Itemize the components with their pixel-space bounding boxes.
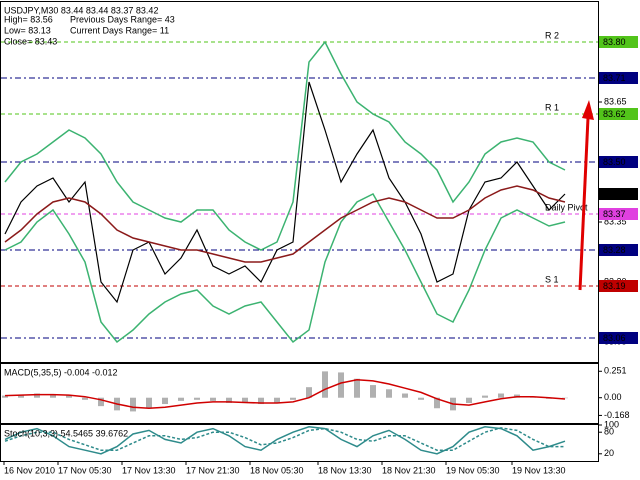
price-tag-label: 83.50 (603, 157, 626, 167)
price-tag (599, 156, 638, 168)
x-tick-label: 18 Nov 05:30 (250, 465, 304, 475)
histogram-bar (50, 394, 56, 398)
y-tick-label: 100 (604, 419, 619, 429)
x-tick-label: 18 Nov 21:30 (382, 465, 436, 475)
histogram-bar (2, 395, 8, 398)
histogram-bar (226, 397, 232, 403)
price-tag-label: 83.19 (603, 281, 626, 291)
main-panel-border (0, 1, 599, 363)
level-label: R 1 (545, 102, 559, 112)
histogram-bar (162, 397, 168, 405)
arrow-head (582, 100, 594, 120)
y-tick-label: 83.35 (604, 216, 627, 226)
y-tick-label: 20 (604, 448, 614, 458)
histogram-bar (194, 397, 200, 400)
price-tag (599, 208, 638, 220)
level-label: S 1 (545, 274, 559, 284)
histogram-bar (258, 397, 264, 405)
panel-title: MACD(5,35,5) -0.004 -0.012 (4, 367, 118, 377)
x-tick-label: 19 Nov 05:30 (446, 465, 500, 475)
price-tag-label: 83.37 (603, 209, 626, 219)
histogram-bar (242, 397, 248, 403)
price-tag-label: 83.28 (603, 245, 626, 255)
histogram-bar (98, 397, 104, 407)
level-label: Daily Pivot (545, 202, 588, 212)
price-tag (599, 332, 638, 344)
histogram-bar (402, 393, 408, 398)
level-label: R 2 (545, 30, 559, 40)
info-text: Previous Days Range= 43 (70, 14, 175, 24)
info-text: High= 83.56 (4, 14, 53, 24)
y-tick-label: 80 (604, 427, 614, 437)
series-line (4, 379, 566, 410)
histogram-bar (562, 397, 568, 399)
price-tag (599, 36, 638, 48)
histogram-bar (66, 395, 72, 398)
y-tick-label: 0.00 (604, 392, 622, 402)
series-line (4, 193, 566, 344)
series-line (4, 426, 566, 455)
histogram-bar (82, 397, 88, 400)
panel-title: USDJPY,M30 83.44 83.44 83.37 83.42 (4, 5, 158, 15)
x-tick-label: 17 Nov 05:30 (58, 465, 112, 475)
info-text: Low= 83.13 (4, 25, 51, 35)
info-text: Close= 83.43 (4, 36, 57, 46)
arrow-shaft (578, 117, 590, 291)
histogram-bar (274, 397, 280, 403)
plot-area: R 2 R 1 Daily Pivot S 1 83.80 83.65 83.50 83.35… (1, 5, 638, 475)
y-tick-label: -0.168 (604, 410, 630, 420)
price-tag-label: 83.71 (603, 73, 626, 83)
histogram-bar (178, 397, 184, 401)
histogram-bar (210, 397, 216, 401)
price-tag (599, 280, 638, 292)
x-tick-label: 17 Nov 13:30 (122, 465, 176, 475)
histogram-bar (338, 372, 344, 398)
panel-title: Stoch(10,3,3) 54.5465 39.6762 (4, 428, 128, 438)
price-tag (599, 108, 638, 120)
y-tick-label: 0.251 (604, 366, 627, 376)
x-tick-label: 16 Nov 2010 (4, 465, 55, 475)
series-line (4, 40, 566, 251)
histogram-bar (306, 387, 312, 398)
price-tag (599, 188, 638, 200)
histogram-bar (354, 378, 360, 398)
price-tag (599, 244, 638, 256)
histogram-bar (290, 397, 296, 400)
macd-panel-border (0, 363, 599, 424)
x-tick-label: 17 Nov 21:30 (186, 465, 240, 475)
histogram-bar (498, 393, 504, 398)
price-tag-label: 83.62 (603, 109, 626, 119)
histogram-bar (146, 397, 152, 409)
histogram-bar (34, 393, 40, 398)
price-tag-label: 83.42 (603, 189, 626, 199)
series-line (4, 81, 566, 304)
histogram-bar (386, 389, 392, 398)
series-line (4, 427, 565, 451)
histogram-bar (434, 397, 440, 409)
series-line (4, 185, 566, 263)
histogram-bar (370, 385, 376, 398)
price-tag (599, 72, 638, 84)
histogram-bar (482, 395, 488, 398)
price-tag-label: 83.80 (603, 37, 626, 47)
histogram-bar (322, 371, 328, 398)
histogram-bar (130, 397, 136, 412)
stoch-panel-border (0, 424, 599, 462)
histogram-bar (466, 397, 472, 403)
y-tick-label: 83.65 (604, 96, 627, 106)
x-tick-label: 19 Nov 13:30 (512, 465, 566, 475)
x-tick-label: 18 Nov 13:30 (318, 465, 372, 475)
info-text: Current Days Range= 11 (70, 25, 169, 35)
histogram-bar (18, 394, 24, 398)
histogram-bar (418, 397, 424, 400)
price-tag-label: 83.06 (603, 333, 626, 343)
